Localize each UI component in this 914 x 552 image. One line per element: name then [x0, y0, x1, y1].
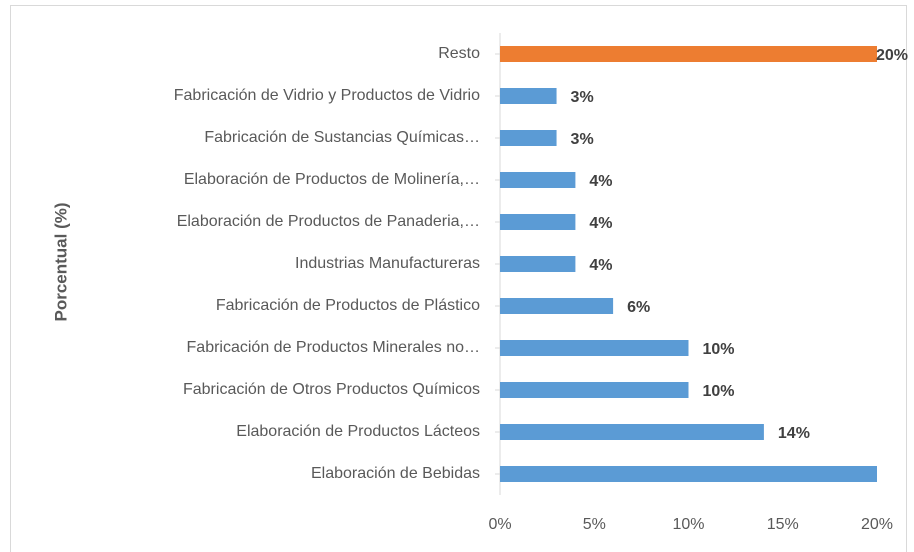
bar — [500, 298, 614, 314]
value-label: 10% — [703, 341, 735, 358]
bar — [500, 424, 764, 440]
y-tick-label: Fabricación de Vidrio y Productos de Vid… — [174, 87, 480, 104]
y-tick-label: Industrias Manufactureras — [295, 255, 480, 272]
y-tick-label: Elaboración de Productos de Panaderia,… — [177, 213, 480, 230]
y-tick-label: Elaboración de Productos de Molinería,… — [184, 171, 480, 188]
x-tick-label: 5% — [583, 516, 606, 533]
value-label: 3% — [571, 131, 594, 148]
value-label: 4% — [589, 215, 612, 232]
bar — [500, 466, 877, 482]
x-tick-label: 15% — [767, 516, 799, 533]
y-axis-label: Porcentual (%) — [51, 202, 70, 321]
bar — [500, 172, 576, 188]
value-label: 3% — [571, 89, 594, 106]
value-label: 4% — [589, 173, 612, 190]
bar — [500, 46, 877, 62]
value-label: 20% — [876, 47, 908, 64]
value-label: 10% — [703, 383, 735, 400]
y-tick-label: Fabricación de Productos Minerales no… — [187, 339, 480, 356]
value-label: 14% — [778, 425, 810, 442]
y-tick-label: Elaboración de Bebidas — [311, 465, 480, 482]
bar — [500, 214, 576, 230]
y-tick-label: Elaboración de Productos Lácteos — [236, 423, 480, 440]
y-tick-label: Fabricación de Productos de Plástico — [216, 297, 480, 314]
value-label: 4% — [589, 257, 612, 274]
bar — [500, 256, 576, 272]
chart-frame — [10, 5, 907, 552]
x-tick-label: 20% — [861, 516, 893, 533]
y-tick-label: Resto — [438, 45, 480, 62]
bar — [500, 382, 689, 398]
y-tick-label: Fabricación de Otros Productos Químicos — [183, 381, 480, 398]
x-tick-label: 0% — [488, 516, 511, 533]
bar — [500, 130, 557, 146]
x-tick-label: 10% — [672, 516, 704, 533]
y-tick-label: Fabricación de Sustancias Químicas… — [204, 129, 480, 146]
value-label: 6% — [627, 299, 650, 316]
bar — [500, 88, 557, 104]
bar — [500, 340, 689, 356]
